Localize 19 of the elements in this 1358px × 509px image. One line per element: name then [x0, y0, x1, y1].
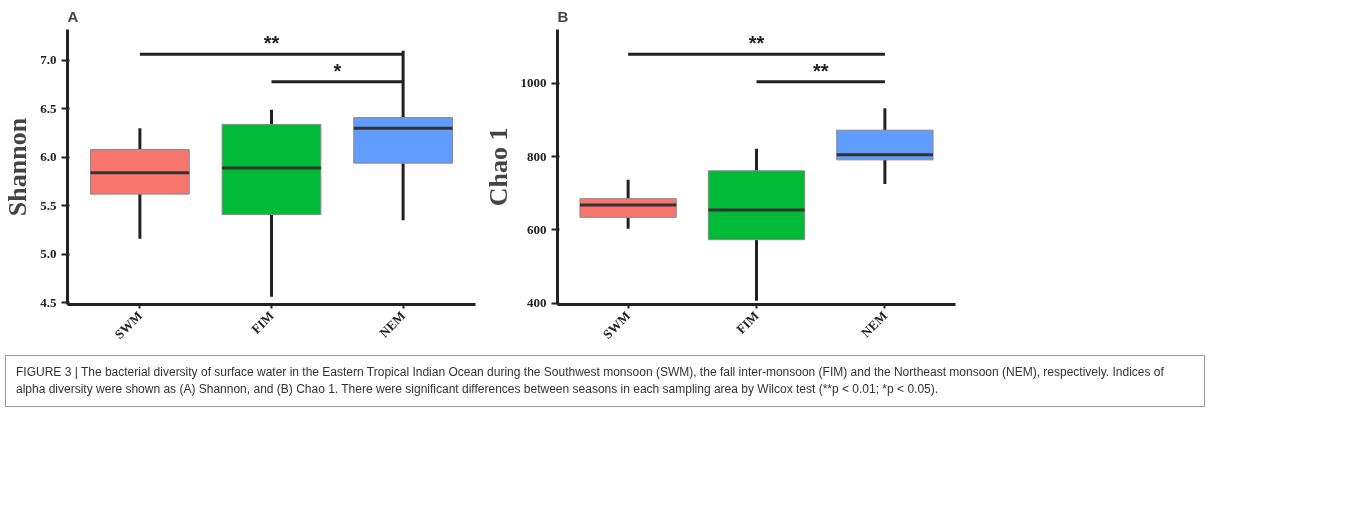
y-axis-title: Chao 1 — [483, 127, 513, 207]
y-tick-label: 5.5 — [40, 197, 57, 213]
annotation: ** — [748, 32, 765, 55]
y-tick-label: 800 — [527, 148, 547, 164]
y-tick-label: 6.0 — [40, 149, 57, 165]
annotation: ** — [263, 32, 280, 55]
y-tick-label: 5.0 — [40, 246, 57, 262]
annotation: ** — [812, 59, 829, 82]
y-tick-label: 400 — [527, 295, 547, 311]
annotation: * — [333, 59, 342, 82]
y-tick-label: 4.5 — [40, 294, 57, 310]
y-tick-label: 600 — [527, 221, 547, 237]
y-tick-label: 1000 — [520, 75, 547, 91]
y-axis-title: Shannon — [3, 117, 33, 217]
caption: FIGURE 3 | The bacterial diversity of surface water in the Eastern Tropical Indian Ocean during the Southwest monsoon (SWM), the fall inter-monsoon (FIM) and the Northeast monsoon (NEM), respectively. Indices of alpha diversity were shown as (A) Shannon, and (B) Chao 1. There were significant differences between seasons in each sampling area by Wilcox test (**p < 0.01; *p < 0.05). — [16, 364, 1165, 399]
chart-title: B — [557, 7, 569, 25]
y-tick-label: 6.5 — [40, 100, 57, 116]
chart-title: A — [67, 7, 79, 25]
y-tick-label: 7.0 — [40, 52, 57, 68]
